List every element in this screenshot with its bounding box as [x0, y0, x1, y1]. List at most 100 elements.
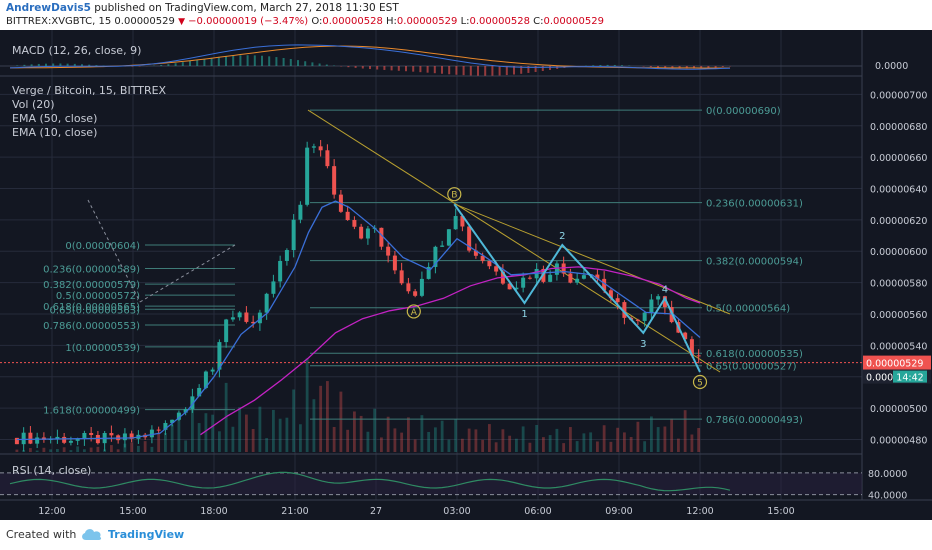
macd-histogram-bar	[405, 66, 407, 72]
trend-line	[307, 109, 721, 373]
candle-body	[183, 409, 188, 413]
tradingview-brand[interactable]: TradingView	[108, 528, 185, 541]
volume-bar	[555, 428, 559, 452]
macd-histogram-bar	[520, 66, 523, 74]
volume-bar	[548, 435, 552, 452]
macd-histogram-bar	[196, 59, 199, 66]
volume-bar	[643, 441, 647, 452]
volume-bar	[582, 433, 586, 452]
rsi-line	[9, 471, 731, 492]
volume-bar	[393, 428, 397, 452]
candle-body	[392, 255, 397, 271]
volume-bar	[251, 428, 255, 452]
fib-label-left: 0.382(0.00000579)	[43, 280, 140, 291]
volume-bar	[528, 442, 532, 452]
wave-label-circle	[406, 304, 421, 319]
candle-body	[514, 287, 519, 290]
chart-background	[0, 30, 932, 520]
price-axis[interactable]: 0.00000700 0.00000680 0.00000660 0.00000640…	[0, 30, 932, 520]
macd-histogram-bar	[45, 63, 47, 66]
ema50-legend[interactable]: EMA (50, close)	[12, 112, 97, 125]
volume-bar	[562, 443, 566, 452]
candle-body	[217, 342, 222, 370]
time-tick-label: 12:00	[686, 506, 713, 517]
macd-histogram-bar	[225, 56, 227, 66]
time-tick-label: 27	[370, 506, 382, 517]
candle-body	[615, 298, 620, 303]
volume-bar	[62, 447, 66, 452]
macd-histogram-bar	[657, 66, 659, 68]
candle-body	[568, 273, 573, 283]
macd-histogram-bar	[239, 55, 242, 66]
macd-histogram-bar	[599, 64, 602, 66]
macd-legend[interactable]: MACD (12, 26, close, 9)	[12, 44, 141, 57]
volume-bar	[42, 447, 46, 452]
candle-body	[170, 419, 175, 424]
macd-histogram-bar	[678, 66, 681, 69]
volume-bar	[56, 448, 59, 452]
symbol-legend[interactable]: Verge / Bitcoin, 15, BITTREX	[12, 84, 167, 97]
candle-body	[696, 355, 701, 357]
candle-body	[683, 332, 688, 340]
fib-label-left: 0(0.00000604)	[65, 241, 140, 252]
volume-bar	[285, 417, 289, 452]
macd-histogram-bar	[700, 66, 703, 69]
volume-bar	[589, 432, 593, 452]
candle-body	[521, 277, 526, 288]
candle-body	[176, 412, 181, 420]
time-tick-label: 21:00	[281, 506, 308, 517]
volume-bar	[299, 424, 302, 452]
macd-histogram-bar	[95, 65, 98, 66]
macd-histogram-bar	[311, 62, 314, 66]
macd-histogram-bar	[534, 66, 537, 72]
macd-histogram-bar	[419, 66, 422, 73]
macd-histogram-bar	[181, 62, 184, 66]
macd-histogram-bar	[318, 63, 321, 66]
time-tick-label: 15:00	[767, 506, 794, 517]
macd-histogram-bar	[649, 66, 652, 67]
candle-body	[332, 166, 337, 195]
wave-label-circle	[447, 187, 462, 202]
countdown-prefix: 0.000	[866, 373, 893, 384]
volume-legend[interactable]: Vol (20)	[12, 98, 55, 111]
trading-chart[interactable]: 0(0.00000604) 0.236(0.00000589) 0.382(0.00…	[0, 30, 932, 520]
price-tick-label: 0.00000560	[870, 310, 927, 321]
tradingview-cloud-icon	[82, 529, 102, 540]
ema10-legend[interactable]: EMA (10, close)	[12, 126, 97, 139]
macd-histogram-bar	[217, 56, 220, 66]
volume-bar	[89, 447, 93, 452]
volume-bar	[656, 427, 660, 452]
volume-bar	[407, 417, 410, 452]
macd-histogram-bar	[52, 63, 55, 66]
volume-bar	[110, 445, 113, 452]
macd-histogram-bar	[297, 60, 299, 66]
wave-label: B	[451, 191, 457, 201]
candle-body	[89, 433, 94, 435]
rsi-legend[interactable]: RSI (14, close)	[12, 464, 91, 477]
candle-body	[68, 440, 73, 443]
volume-bar	[265, 438, 269, 452]
time-tick-label: 06:00	[524, 506, 551, 517]
volume-bar	[164, 432, 167, 452]
volume-bar	[697, 428, 701, 452]
volume-bar	[515, 438, 518, 452]
volume-bar	[467, 428, 471, 452]
rsi-tick-label: 40.0000	[868, 491, 907, 502]
author-link[interactable]: AndrewDavis5	[6, 2, 91, 14]
candle-body	[662, 296, 667, 308]
candle-body	[453, 216, 458, 230]
candle-body	[197, 387, 202, 397]
candle-body	[561, 263, 566, 274]
candle-body	[264, 293, 269, 313]
time-tick-label: 18:00	[200, 506, 227, 517]
candle-body	[291, 219, 296, 251]
macd-histogram-bar	[433, 66, 436, 74]
time-axis[interactable]: 12:00 15:00 18:00 21:00 27 03:00 06:00 09:00 12:…	[0, 499, 932, 520]
wave-label-circle	[692, 374, 708, 390]
fib-label-left: 0.786(0.00000553)	[43, 321, 140, 332]
open-value: 0.00000528	[322, 16, 383, 27]
macd-histogram-bar	[664, 66, 667, 68]
macd-histogram-bar	[714, 66, 717, 68]
volume-bar	[177, 412, 181, 452]
volume-bar	[150, 446, 154, 452]
